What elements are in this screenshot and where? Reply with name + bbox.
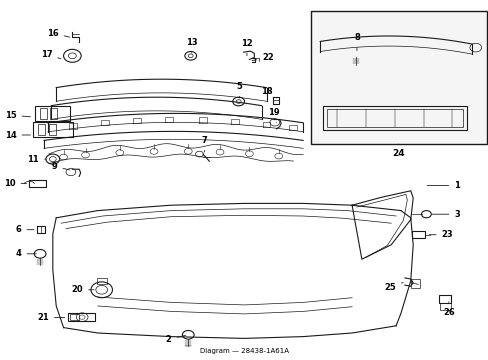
Bar [322, 106, 466, 130]
Bar [410, 279, 419, 288]
Text: 6: 6 [16, 225, 34, 234]
Text: 22: 22 [252, 53, 273, 62]
Text: 17: 17 [41, 50, 61, 59]
Text: 11: 11 [27, 154, 46, 163]
Text: 7: 7 [201, 136, 207, 152]
Bar [70, 314, 79, 320]
Text: 5: 5 [236, 82, 242, 98]
Text: 9: 9 [52, 162, 69, 171]
Text: 3: 3 [431, 210, 459, 219]
Text: 16: 16 [47, 29, 69, 37]
Bar [33, 122, 73, 137]
Text: 15: 15 [5, 111, 30, 120]
Bar [49, 124, 56, 135]
Text: 2: 2 [165, 335, 185, 343]
Text: 26: 26 [442, 302, 454, 317]
Text: 20: 20 [71, 285, 94, 294]
Bar [310, 11, 486, 144]
Text: 12: 12 [241, 39, 252, 56]
Text: 19: 19 [267, 108, 279, 122]
Bar [326, 109, 462, 127]
Text: 4: 4 [16, 249, 36, 258]
Text: 23: 23 [428, 230, 452, 239]
Text: 13: 13 [185, 38, 197, 53]
Text: 10: 10 [4, 179, 26, 188]
Text: 1: 1 [427, 181, 459, 190]
Text: 24: 24 [391, 149, 404, 158]
Bar [40, 108, 47, 119]
Text: 25: 25 [384, 283, 403, 292]
Bar [68, 313, 95, 321]
Text: Diagram — 28438-1A61A: Diagram — 28438-1A61A [200, 348, 288, 354]
Bar [50, 108, 57, 119]
Text: 14: 14 [5, 130, 30, 139]
Text: 18: 18 [260, 87, 273, 102]
Text: 21: 21 [37, 313, 64, 322]
Bar [97, 278, 106, 284]
Bar [38, 124, 45, 135]
Bar [439, 303, 450, 310]
Text: 8: 8 [353, 33, 359, 50]
Bar [411, 231, 425, 238]
Bar [438, 295, 450, 303]
